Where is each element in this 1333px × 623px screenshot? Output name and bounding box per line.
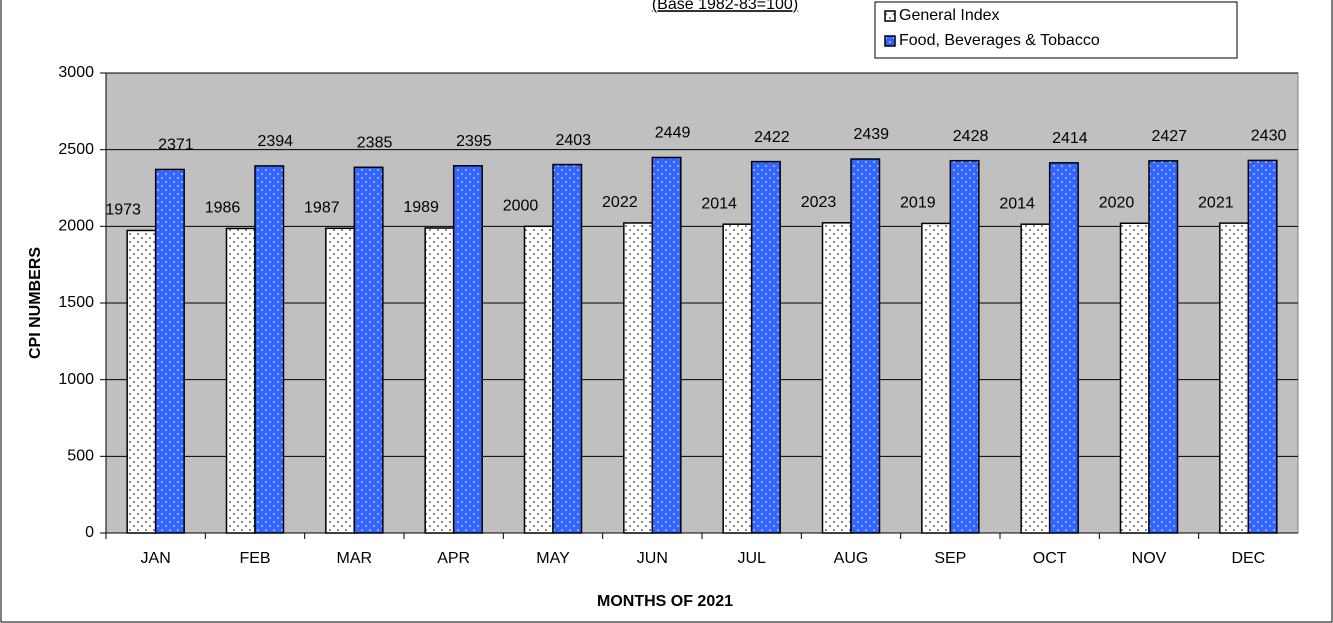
bar bbox=[750, 160, 781, 534]
x-tick-label: OCT bbox=[1033, 550, 1067, 567]
data-label: 2395 bbox=[456, 133, 492, 150]
bar bbox=[623, 222, 654, 534]
x-tick-label: SEP bbox=[934, 550, 966, 567]
data-label: 2023 bbox=[801, 194, 837, 211]
bar bbox=[225, 227, 256, 534]
data-label: 2428 bbox=[953, 128, 989, 145]
bar bbox=[126, 229, 157, 534]
x-tick-label: JUN bbox=[637, 550, 668, 567]
data-label: 2414 bbox=[1052, 130, 1088, 147]
data-label: 2385 bbox=[357, 135, 393, 152]
data-label: 2019 bbox=[900, 195, 936, 212]
x-axis-label: MONTHS OF 2021 bbox=[597, 593, 733, 610]
y-tick-label: 1500 bbox=[58, 294, 94, 311]
bar bbox=[1247, 159, 1278, 534]
bar bbox=[1020, 223, 1051, 534]
bar bbox=[552, 163, 583, 534]
data-label: 1987 bbox=[304, 200, 340, 217]
data-label: 2021 bbox=[1198, 194, 1234, 211]
subtitle: (Base 1982-83=100) bbox=[652, 0, 798, 13]
y-tick-label: 2000 bbox=[58, 218, 94, 235]
bar bbox=[325, 227, 356, 534]
legend-swatch bbox=[884, 35, 896, 47]
bar bbox=[722, 223, 753, 534]
bar bbox=[452, 165, 483, 534]
bar bbox=[1219, 222, 1250, 534]
data-label: 2427 bbox=[1151, 128, 1187, 145]
bar bbox=[921, 222, 952, 534]
data-label: 2394 bbox=[257, 133, 293, 150]
bar bbox=[424, 227, 455, 534]
legend-box bbox=[874, 1, 1238, 59]
bar bbox=[850, 158, 881, 534]
y-tick-label: 3000 bbox=[58, 64, 94, 81]
x-tick-label: FEB bbox=[239, 550, 270, 567]
y-axis-label: CPI NUMBERS bbox=[27, 247, 44, 359]
data-label: 2403 bbox=[555, 132, 591, 149]
data-label: 2000 bbox=[503, 198, 539, 215]
bar bbox=[1048, 162, 1079, 534]
legend-label: General Index bbox=[899, 7, 1000, 24]
y-tick-label: 2500 bbox=[58, 141, 94, 158]
data-label: 1986 bbox=[205, 200, 241, 217]
bar bbox=[154, 168, 185, 534]
y-tick-label: 1000 bbox=[58, 371, 94, 388]
bar bbox=[353, 166, 384, 534]
data-label: 2449 bbox=[655, 125, 691, 142]
bar bbox=[1119, 222, 1150, 534]
legend-swatch bbox=[884, 10, 896, 22]
y-tick-label: 0 bbox=[85, 524, 94, 541]
bar bbox=[1148, 160, 1179, 534]
data-label: 2022 bbox=[602, 194, 638, 211]
y-tick-label: 500 bbox=[67, 448, 94, 465]
bar bbox=[949, 159, 980, 534]
data-label: 2422 bbox=[754, 129, 790, 146]
bar bbox=[821, 222, 852, 534]
bar bbox=[651, 156, 682, 534]
x-tick-label: DEC bbox=[1231, 550, 1265, 567]
x-tick-label: AUG bbox=[834, 550, 869, 567]
data-label: 1973 bbox=[105, 202, 141, 219]
x-tick-label: JUL bbox=[737, 550, 766, 567]
data-label: 2014 bbox=[701, 195, 737, 212]
data-label: 2371 bbox=[158, 137, 194, 154]
data-label: 2439 bbox=[853, 126, 889, 143]
data-label: 2014 bbox=[999, 195, 1035, 212]
x-tick-label: JAN bbox=[141, 550, 171, 567]
bar bbox=[523, 225, 554, 534]
data-label: 1989 bbox=[403, 199, 439, 216]
data-label: 2430 bbox=[1251, 128, 1287, 145]
data-label: 2020 bbox=[1099, 194, 1135, 211]
bar bbox=[254, 165, 285, 534]
x-tick-label: NOV bbox=[1132, 550, 1167, 567]
legend-label: Food, Beverages & Tobacco bbox=[899, 32, 1100, 49]
x-tick-label: MAY bbox=[536, 550, 570, 567]
x-tick-label: MAR bbox=[337, 550, 373, 567]
x-tick-label: APR bbox=[437, 550, 470, 567]
